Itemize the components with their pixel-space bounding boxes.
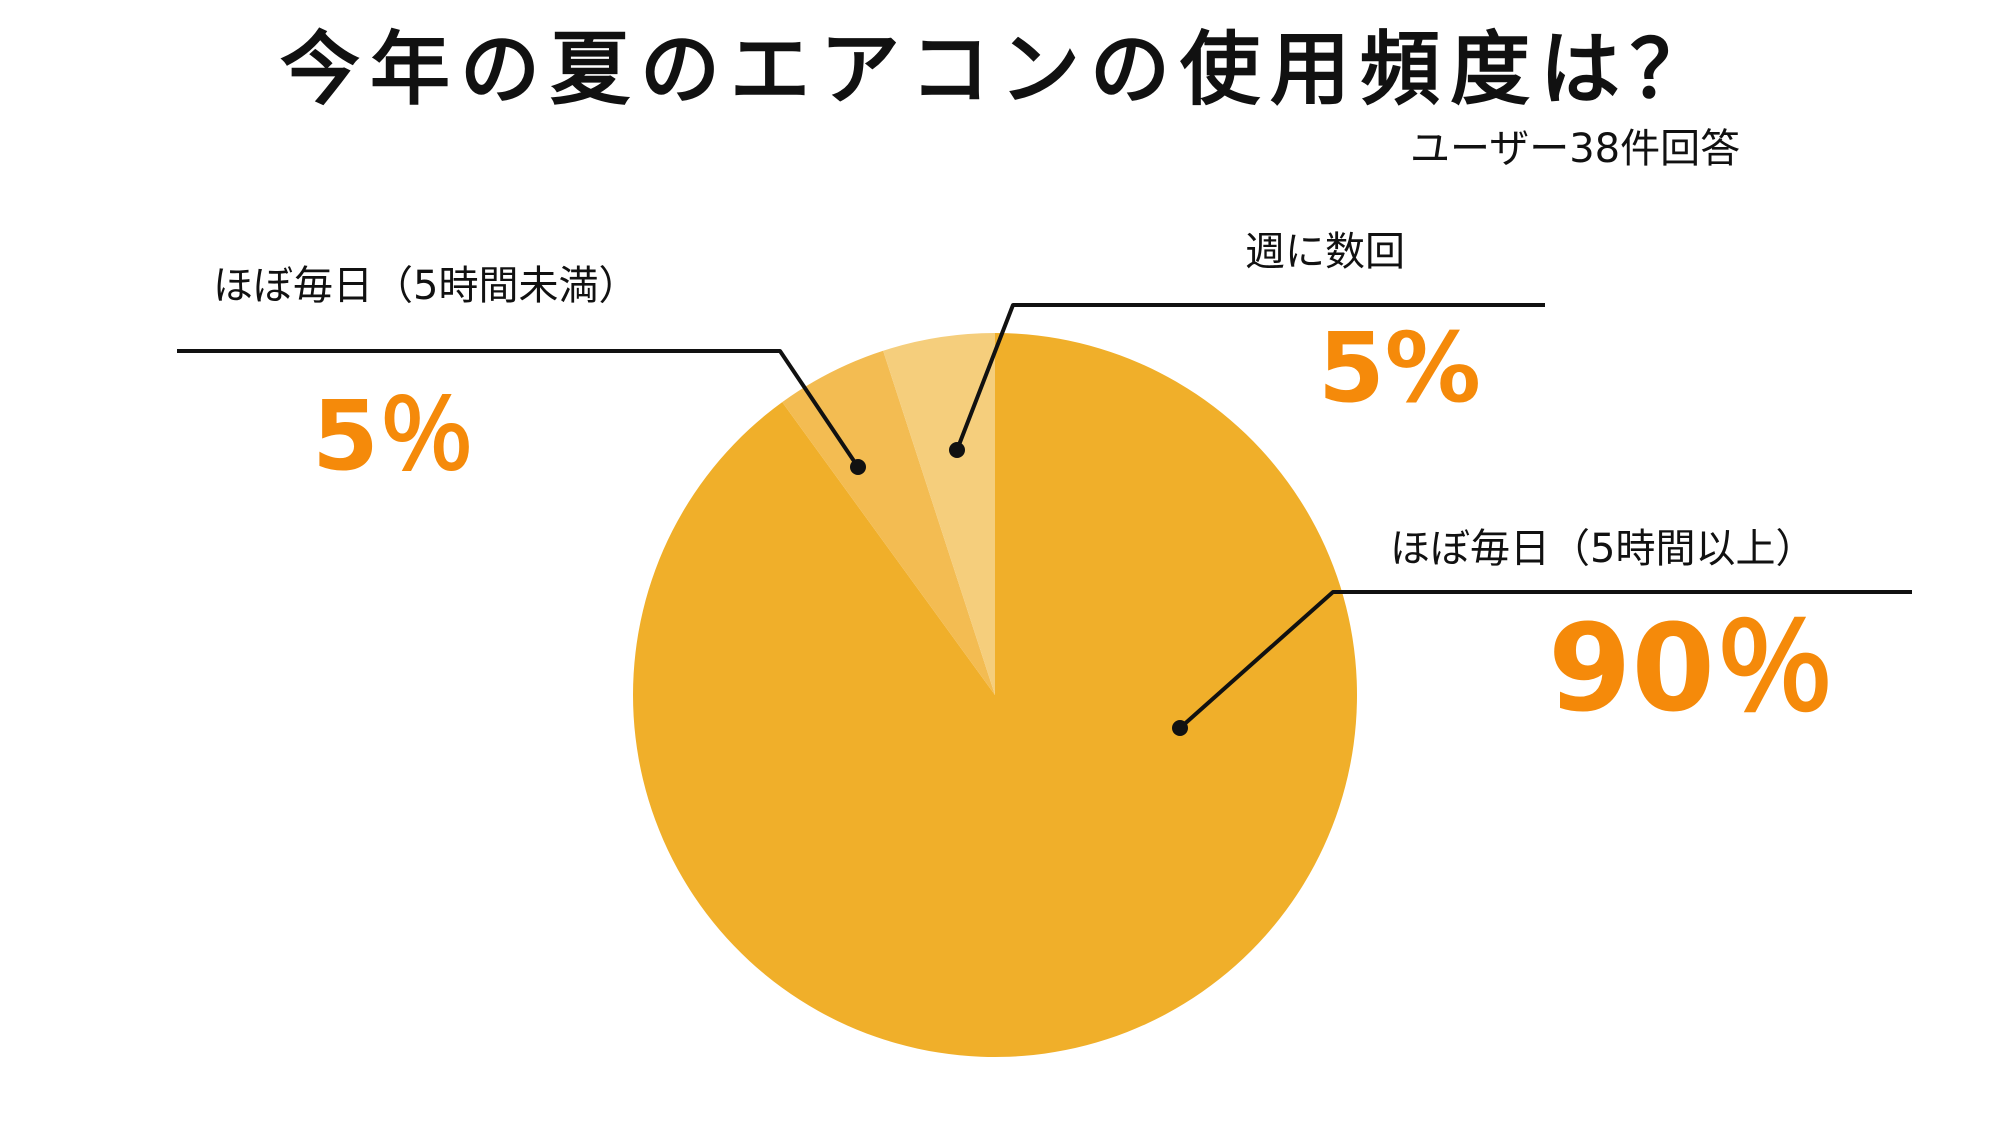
slice-daily-over-5h (633, 333, 1358, 1057)
leader-line-weekly (955, 303, 1545, 451)
leader-line-daily-under-5h-dot (850, 459, 866, 475)
chart-subtitle: ユーザー38件回答 (1410, 126, 1741, 172)
slice-label-daily-under-5h: ほぼ毎日（5時間未満） (213, 263, 639, 309)
leader-line-weekly-dot (949, 442, 965, 458)
leader-line-daily-over-5h-dot (1172, 720, 1188, 736)
pie-slices (633, 333, 1358, 1057)
leader-line-daily-under-5h (177, 349, 860, 469)
slice-value-weekly: 5% (1318, 312, 1481, 424)
leader-line-daily-over-5h (1178, 590, 1912, 730)
chart-title: 今年の夏のエアコンの使用頻度は？ (280, 23, 1720, 116)
slice-label-daily-over-5h: ほぼ毎日（5時間以上） (1390, 526, 1816, 572)
slice-label-weekly: 週に数回 (1245, 229, 1405, 275)
slice-value-daily-over-5h: 90％ (1548, 600, 1835, 739)
leader-lines (177, 303, 1912, 736)
slice-value-daily-under-5h: 5％ (312, 380, 475, 492)
